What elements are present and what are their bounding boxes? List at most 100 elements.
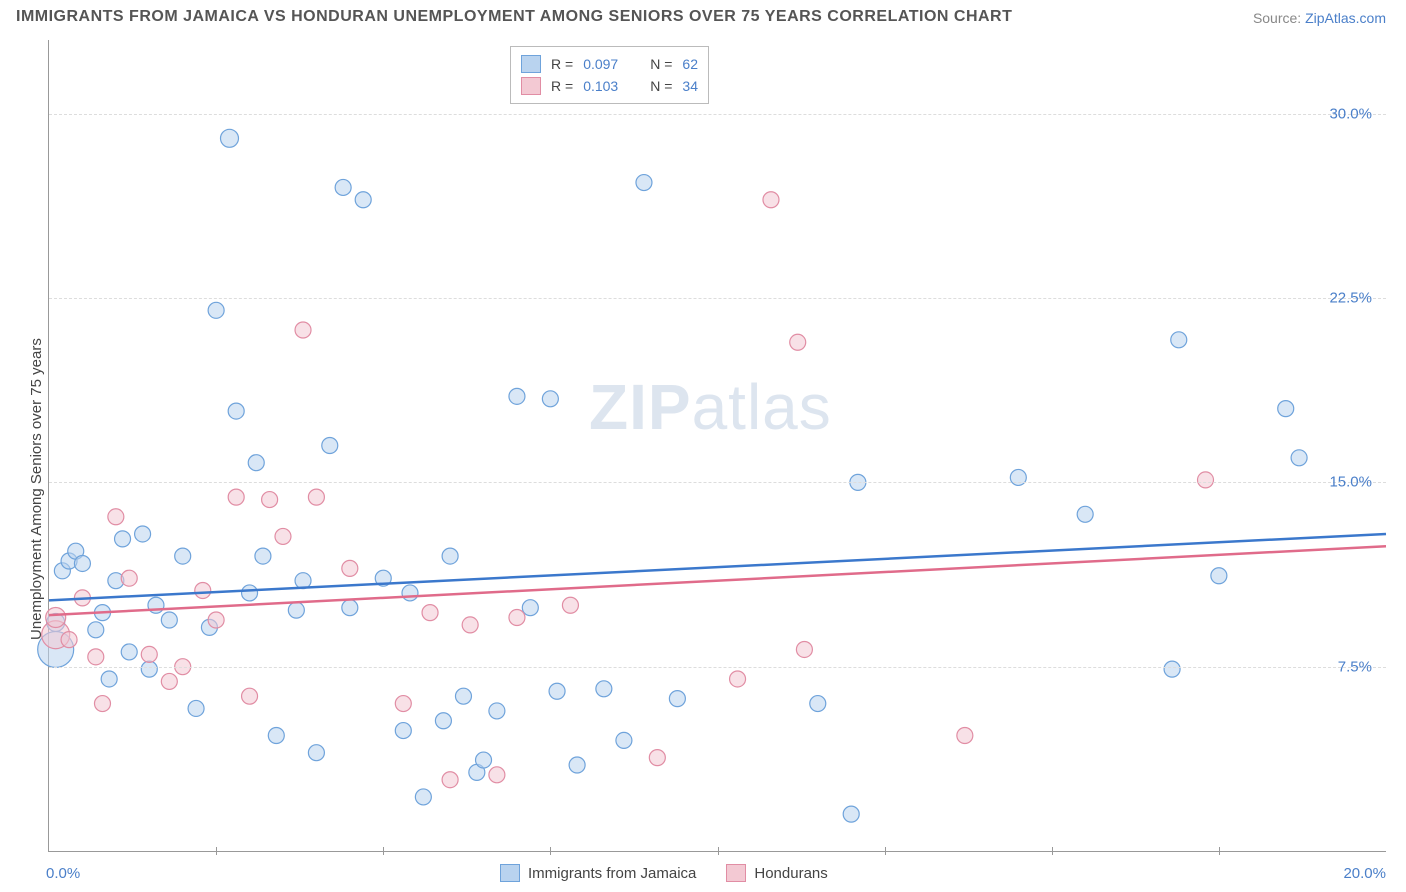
- data-point: [115, 531, 131, 547]
- data-point: [88, 649, 104, 665]
- data-point: [88, 622, 104, 638]
- legend-label: Hondurans: [754, 865, 827, 882]
- source-attribution: Source: ZipAtlas.com: [1253, 10, 1386, 26]
- legend-row: R =0.103N =34: [521, 75, 698, 97]
- legend-item: Immigrants from Jamaica: [500, 864, 696, 882]
- x-tick: [383, 847, 384, 855]
- data-point: [135, 526, 151, 542]
- gridline-h: [49, 482, 1386, 483]
- x-tick: [1052, 847, 1053, 855]
- data-point: [342, 560, 358, 576]
- data-point: [208, 612, 224, 628]
- data-point: [542, 391, 558, 407]
- data-point: [74, 555, 90, 571]
- data-point: [843, 806, 859, 822]
- data-point: [335, 179, 351, 195]
- data-point: [262, 492, 278, 508]
- series-legend: Immigrants from Jamaica Hondurans: [500, 864, 828, 882]
- n-value: 62: [682, 56, 698, 72]
- data-point: [415, 789, 431, 805]
- data-point: [796, 641, 812, 657]
- data-point: [442, 548, 458, 564]
- data-point: [509, 610, 525, 626]
- legend-row: R =0.097N =62: [521, 53, 698, 75]
- data-point: [208, 302, 224, 318]
- data-point: [957, 727, 973, 743]
- chart-title: IMMIGRANTS FROM JAMAICA VS HONDURAN UNEM…: [16, 8, 1012, 26]
- data-point: [810, 696, 826, 712]
- data-point: [342, 600, 358, 616]
- data-point: [476, 752, 492, 768]
- data-point: [489, 703, 505, 719]
- data-point: [295, 322, 311, 338]
- legend-swatch: [521, 77, 541, 95]
- data-point: [509, 388, 525, 404]
- data-point: [669, 691, 685, 707]
- data-point: [1211, 568, 1227, 584]
- data-point: [489, 767, 505, 783]
- trend-line: [49, 534, 1386, 600]
- data-point: [763, 192, 779, 208]
- n-value: 34: [682, 78, 698, 94]
- data-point: [248, 455, 264, 471]
- gridline-h: [49, 114, 1386, 115]
- data-point: [355, 192, 371, 208]
- data-point: [322, 438, 338, 454]
- r-label: R =: [551, 78, 573, 94]
- data-point: [522, 600, 538, 616]
- data-point: [94, 696, 110, 712]
- data-point: [161, 612, 177, 628]
- chart-svg: [49, 40, 1386, 851]
- x-tick: [216, 847, 217, 855]
- data-point: [308, 489, 324, 505]
- x-tick: [550, 847, 551, 855]
- data-point: [649, 750, 665, 766]
- data-point: [242, 585, 258, 601]
- r-value: 0.103: [583, 78, 618, 94]
- x-tick: [1219, 847, 1220, 855]
- plot-area: ZIPatlas 7.5%15.0%22.5%30.0%: [48, 40, 1386, 852]
- data-point: [255, 548, 271, 564]
- data-point: [1171, 332, 1187, 348]
- x-tick-label-min: 0.0%: [46, 865, 80, 882]
- correlation-legend: R =0.097N =62R =0.103N =34: [510, 46, 709, 104]
- data-point: [121, 570, 137, 586]
- data-point: [1291, 450, 1307, 466]
- data-point: [569, 757, 585, 773]
- data-point: [308, 745, 324, 761]
- data-point: [422, 605, 438, 621]
- data-point: [288, 602, 304, 618]
- data-point: [790, 334, 806, 350]
- r-value: 0.097: [583, 56, 618, 72]
- data-point: [636, 175, 652, 191]
- y-tick-label: 15.0%: [1329, 474, 1372, 491]
- source-link[interactable]: ZipAtlas.com: [1305, 10, 1386, 26]
- data-point: [395, 696, 411, 712]
- data-point: [455, 688, 471, 704]
- data-point: [1198, 472, 1214, 488]
- legend-label: Immigrants from Jamaica: [528, 865, 696, 882]
- data-point: [562, 597, 578, 613]
- data-point: [195, 582, 211, 598]
- data-point: [1164, 661, 1180, 677]
- data-point: [108, 509, 124, 525]
- gridline-h: [49, 667, 1386, 668]
- source-prefix: Source:: [1253, 10, 1305, 26]
- data-point: [101, 671, 117, 687]
- data-point: [596, 681, 612, 697]
- data-point: [141, 661, 157, 677]
- r-label: R =: [551, 56, 573, 72]
- data-point: [435, 713, 451, 729]
- data-point: [61, 632, 77, 648]
- legend-swatch: [500, 864, 520, 882]
- data-point: [616, 732, 632, 748]
- legend-item: Hondurans: [726, 864, 827, 882]
- data-point: [141, 646, 157, 662]
- data-point: [730, 671, 746, 687]
- data-point: [549, 683, 565, 699]
- x-tick: [718, 847, 719, 855]
- data-point: [175, 548, 191, 564]
- data-point: [462, 617, 478, 633]
- data-point: [1077, 506, 1093, 522]
- data-point: [442, 772, 458, 788]
